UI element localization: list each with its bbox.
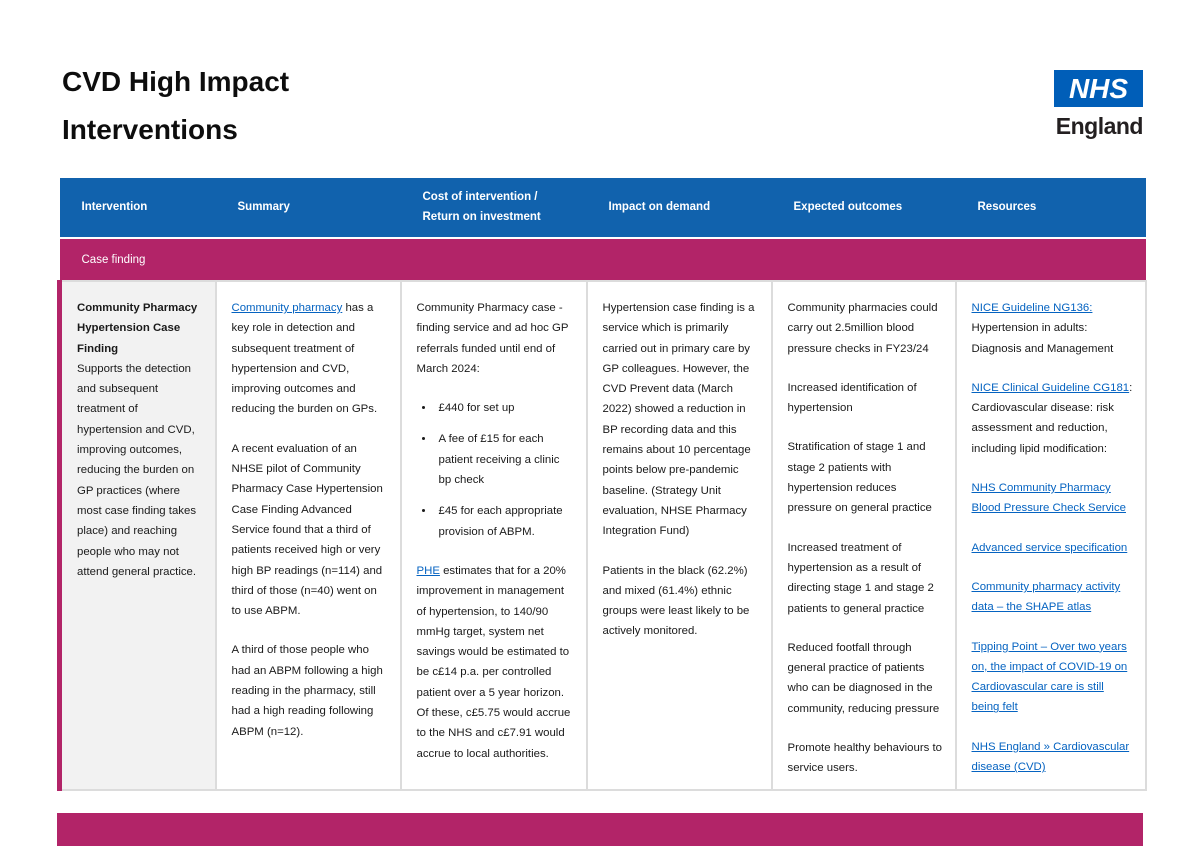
cost-intro: Community Pharmacy case - finding servic… bbox=[416, 302, 569, 375]
intervention-body: Supports the detection and subsequent tr… bbox=[77, 362, 197, 578]
col-header-impact: Impact on demand bbox=[586, 178, 772, 238]
shape-atlas-link[interactable]: Community pharmacy activity data – the S… bbox=[971, 580, 1121, 614]
cell-impact: Hypertension case finding is a service w… bbox=[585, 280, 773, 791]
interventions-table: Intervention Summary Cost of interventio… bbox=[57, 178, 1147, 791]
page-title-line2: Interventions bbox=[62, 114, 238, 145]
section-band-case-finding: Case finding bbox=[59, 237, 1146, 281]
nice-ng136-link[interactable]: NICE Guideline NG136: bbox=[971, 302, 1093, 314]
page-title: CVD High Impact Interventions bbox=[62, 58, 289, 154]
community-pharmacy-link[interactable]: Community pharmacy bbox=[231, 302, 343, 314]
summary-paragraph-3: A third of those people who had an ABPM … bbox=[231, 644, 383, 738]
cell-summary: Community pharmacy has a key role in det… bbox=[214, 280, 402, 791]
phe-link[interactable]: PHE bbox=[416, 564, 440, 577]
resource-item: Advanced service specification bbox=[972, 538, 1133, 558]
cell-intervention: Community Pharmacy Hypertension Case Fin… bbox=[57, 280, 217, 791]
col-header-outcomes: Expected outcomes bbox=[771, 178, 956, 238]
cell-resources: NICE Guideline NG136: Hypertension in ad… bbox=[954, 280, 1147, 791]
nhs-england-logo: NHS England bbox=[1037, 70, 1144, 140]
nice-cg181-link[interactable]: NICE Clinical Guideline CG181 bbox=[971, 381, 1130, 394]
tipping-point-link[interactable]: Tipping Point – Over two years on, the i… bbox=[971, 640, 1128, 714]
page-title-line1: CVD High Impact bbox=[62, 66, 290, 97]
summary-paragraph-1-text: has a key role in detection and subseque… bbox=[231, 302, 378, 416]
resource-item: NICE Clinical Guideline CG181: Cardiovas… bbox=[972, 378, 1133, 459]
resource-item: NICE Guideline NG136: Hypertension in ad… bbox=[972, 298, 1133, 359]
outcome-item: Community pharmacies could carry out 2.5… bbox=[787, 302, 938, 355]
resource-item: Tipping Point – Over two years on, the i… bbox=[972, 637, 1133, 718]
resource-item: Community pharmacy activity data – the S… bbox=[972, 577, 1133, 618]
footer-band bbox=[57, 813, 1143, 846]
cost-bullet-2: A fee of £15 for each patient receiving … bbox=[435, 429, 574, 490]
summary-paragraph-1: Community pharmacy has a key role in det… bbox=[232, 298, 388, 420]
col-header-intervention: Intervention bbox=[59, 178, 216, 238]
summary-paragraph-2: A recent evaluation of an NHSE pilot of … bbox=[231, 442, 383, 618]
impact-paragraph-2: Patients in the black (62.2%) and mixed … bbox=[602, 564, 750, 638]
cost-bullet-3: £45 for each appropriate provision of AB… bbox=[435, 501, 574, 542]
cell-outcomes: Community pharmacies could carry out 2.5… bbox=[770, 280, 957, 791]
cost-phe-paragraph: PHE estimates that for a 20% improvement… bbox=[417, 561, 574, 764]
resource-item-text: Hypertension in adults: Diagnosis and Ma… bbox=[971, 322, 1114, 355]
bp-check-service-link[interactable]: NHS Community Pharmacy Blood Pressure Ch… bbox=[971, 482, 1126, 515]
outcome-item: Increased identification of hypertension bbox=[787, 381, 917, 415]
table-header-row: Intervention Summary Cost of interventio… bbox=[59, 178, 1146, 238]
advanced-service-spec-link[interactable]: Advanced service specification bbox=[971, 541, 1128, 554]
table-row: Community Pharmacy Hypertension Case Fin… bbox=[57, 280, 1147, 791]
outcome-item: Increased treatment of hypertension as a… bbox=[787, 541, 934, 615]
nhs-england-cvd-link[interactable]: NHS England » Cardiovascular disease (CV… bbox=[971, 740, 1130, 774]
resource-item: NHS Community Pharmacy Blood Pressure Ch… bbox=[972, 478, 1133, 519]
cost-bullet-list: £440 for set up A fee of £15 for each pa… bbox=[417, 398, 574, 542]
cost-bullet-1: £440 for set up bbox=[435, 398, 574, 418]
resource-item-text: : Cardiovascular disease: risk assessmen… bbox=[971, 381, 1133, 455]
section-row: Case finding bbox=[59, 237, 1146, 281]
col-header-summary: Summary bbox=[215, 178, 401, 238]
outcome-item: Promote healthy behaviours to service us… bbox=[787, 742, 943, 775]
outcome-item: Stratification of stage 1 and stage 2 pa… bbox=[787, 441, 932, 515]
col-header-resources: Resources bbox=[955, 178, 1146, 238]
cost-phe-text: estimates that for a 20% improvement in … bbox=[416, 564, 571, 760]
nhs-logo-text: NHS bbox=[1068, 72, 1129, 104]
intervention-title: Community Pharmacy Hypertension Case Fin… bbox=[77, 302, 198, 355]
cell-cost: Community Pharmacy case - finding servic… bbox=[399, 280, 588, 791]
nhs-england-wordmark: England bbox=[1055, 113, 1144, 139]
impact-paragraph-1: Hypertension case finding is a service w… bbox=[602, 302, 755, 538]
outcome-item: Reduced footfall through general practic… bbox=[787, 641, 940, 715]
nhs-logo-icon: NHS bbox=[1054, 70, 1143, 107]
resource-item: NHS England » Cardiovascular disease (CV… bbox=[972, 737, 1133, 778]
col-header-cost: Cost of intervention / Return on investm… bbox=[400, 178, 587, 238]
